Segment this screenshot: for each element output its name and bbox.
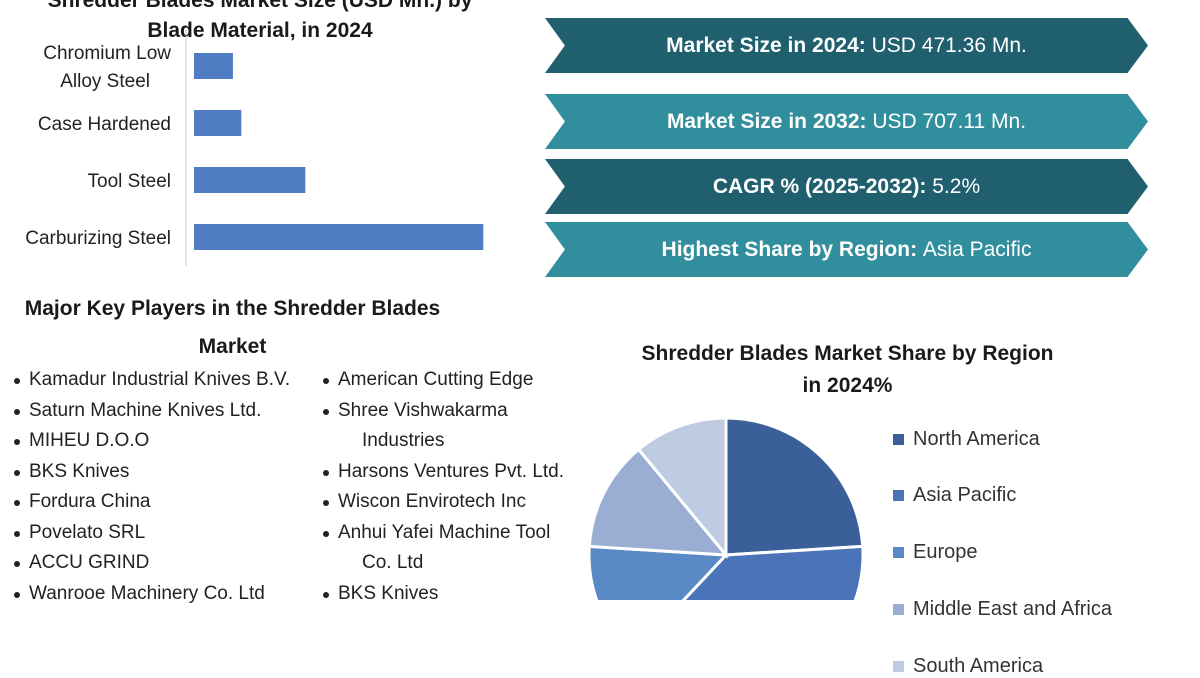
- key-players-list-right: American Cutting Edge Shree Vishwakarma In…: [322, 365, 564, 609]
- key-player-item: Fordura China: [13, 487, 290, 518]
- pie-slice-north-america: [724, 416, 865, 557]
- key-player-item: BKS Knives: [322, 579, 564, 610]
- pie-chart-title: Shredder Blades Market Share by Region i…: [641, 342, 1054, 397]
- key-player-item: BKS Knives: [13, 457, 290, 488]
- key-player-item: Wanrooe Machinery Co. Ltd: [13, 579, 290, 610]
- bar-category-label: Chromium Low Alloy Steel: [43, 43, 171, 92]
- bar-chart-marks: Chromium Low Alloy Steel Case Hardened Tool…: [25, 43, 484, 250]
- legend-label: Middle East and Africa: [913, 598, 1112, 620]
- banner-label: Market Size in 2024:: [666, 33, 866, 57]
- key-player-item: Wiscon Envirotech Inc: [322, 487, 564, 518]
- key-player-item: Anhui Yafei Machine Tool Co. Ltd: [322, 518, 564, 579]
- key-players-list-left: Kamadur Industrial Knives B.V. Saturn Mac…: [13, 365, 290, 609]
- key-player-item: Shree Vishwakarma Industries: [322, 396, 564, 457]
- legend-item: South America: [893, 655, 1043, 678]
- pie-chart: [587, 416, 865, 600]
- key-player-item: American Cutting Edge: [322, 365, 564, 396]
- pie-slice-europe: [587, 544, 730, 600]
- bar-chart: Chromium Low Alloy Steel Case Hardened Tool…: [25, 30, 484, 266]
- legend-item: Asia Pacific: [893, 484, 1016, 507]
- legend-swatch: [893, 434, 904, 445]
- bar-case-hardened: [194, 110, 242, 136]
- bar-category-label: Tool Steel: [88, 171, 171, 192]
- banner-label: CAGR % (2025-2032):: [712, 174, 927, 198]
- banner-label: Market Size in 2032:: [666, 109, 867, 133]
- key-players-title: Major Key Players in the Shredder Blades…: [24, 297, 441, 358]
- legend-item: Middle East and Africa: [893, 598, 1112, 621]
- legend-swatch: [893, 604, 904, 615]
- market-size-2032-banner: Market Size in 2032: USD 707.11 Mn.: [545, 94, 1148, 149]
- bar-tool-steel: [194, 167, 306, 193]
- key-player-item: ACCU GRIND: [13, 548, 290, 579]
- legend-item: North America: [893, 428, 1040, 451]
- bar-category-label: Case Hardened: [38, 114, 171, 135]
- pie-chart-slices: [587, 416, 865, 600]
- banner-value: USD 471.36 Mn.: [871, 33, 1027, 57]
- bar-category-label: Carburizing Steel: [25, 228, 171, 249]
- pie-slice-middle-east-and-africa: [587, 447, 730, 557]
- highest-share-banner: Highest Share by Region: Asia Pacific: [545, 222, 1148, 277]
- legend-item: Europe: [893, 541, 978, 564]
- legend-swatch: [893, 661, 904, 672]
- legend-label: North America: [913, 428, 1040, 450]
- key-player-item: MIHEU D.O.O: [13, 426, 290, 457]
- cagr-banner: CAGR % (2025-2032): 5.2%: [545, 159, 1148, 214]
- key-player-item: Kamadur Industrial Knives B.V.: [13, 365, 290, 396]
- banner-label: Highest Share by Region:: [661, 237, 918, 261]
- banner-value: 5.2%: [932, 174, 981, 198]
- pie-slice-south-america: [636, 416, 728, 560]
- market-size-2024-banner: Market Size in 2024: USD 471.36 Mn.: [545, 18, 1148, 73]
- banner-value: USD 707.11 Mn.: [872, 109, 1027, 133]
- banner-value: Asia Pacific: [922, 237, 1032, 261]
- bar-chromium-low-alloy-steel: [194, 53, 233, 79]
- legend-label: Asia Pacific: [913, 484, 1017, 506]
- key-player-item: Povelato SRL: [13, 518, 290, 549]
- key-player-item: Harsons Ventures Pvt. Ltd.: [322, 457, 564, 488]
- legend-swatch: [893, 490, 904, 501]
- bar-carburizing-steel: [194, 224, 484, 250]
- legend-label: South America: [913, 655, 1044, 677]
- legend-label: Europe: [913, 541, 978, 563]
- bar-chart-title: Shredder Blades Market Size (USD Mn.) by…: [47, 0, 473, 42]
- legend-swatch: [893, 547, 904, 558]
- pie-slice-asia-pacific: [681, 544, 865, 600]
- key-player-item: Saturn Machine Knives Ltd.: [13, 396, 290, 427]
